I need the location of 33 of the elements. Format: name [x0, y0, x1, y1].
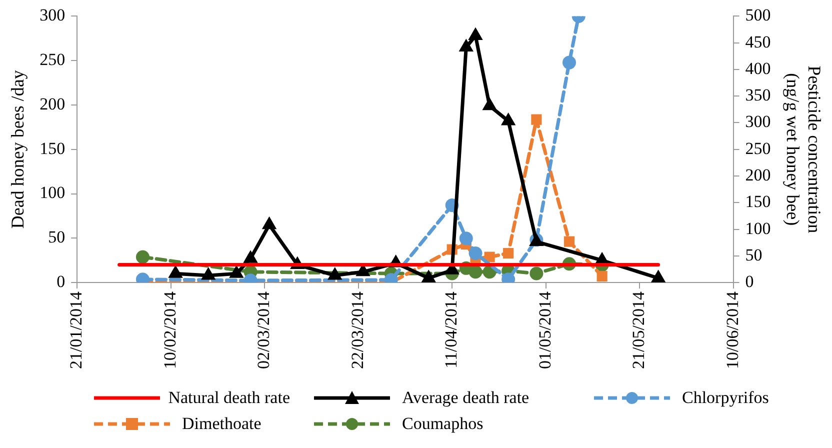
x-tick-label: 10/06/2014: [722, 291, 742, 370]
y-tick-label: 200: [40, 94, 66, 114]
y2-tick-label: 0: [745, 272, 754, 292]
x-tick-label: 22/03/2014: [348, 291, 367, 370]
legend-label: Coumaphos: [402, 414, 484, 434]
legend-label: Dimethoate: [182, 414, 262, 434]
x-tick-label: 11/04/2014: [442, 291, 461, 368]
x-tick-label: 21/05/2014: [629, 291, 648, 370]
legend-label: Average death rate: [402, 388, 530, 408]
legend-label: Natural death rate: [168, 388, 290, 408]
y-tick-label: 50: [48, 228, 66, 247]
y-tick-label: 0: [56, 272, 66, 292]
y-tick-label: 250: [40, 50, 66, 70]
y-tick-label: 100: [40, 183, 66, 202]
x-tick-label: 21/01/2014: [66, 291, 86, 370]
y2-tick-label: 300: [745, 112, 771, 132]
y2-tick-label: 400: [745, 58, 771, 78]
y2-tick-label: 200: [745, 165, 771, 184]
y2-tick-label: 150: [745, 192, 771, 212]
y2-axis-title: Pesticide concentration (ng/g wet honey bee): [782, 66, 824, 234]
y2-tick-label: 350: [745, 86, 771, 105]
y2-tick-label: 250: [745, 138, 771, 158]
y-axis-title: Dead honey bees /day: [8, 70, 28, 229]
y-tick-label: 300: [40, 6, 66, 25]
y2-tick-label: 500: [745, 6, 771, 25]
legend-label: Chlorpyrifos: [682, 388, 769, 408]
y-tick-label: 150: [40, 138, 66, 158]
x-tick-label: 01/05/2014: [535, 291, 554, 370]
y2-tick-label: 450: [745, 32, 771, 52]
x-tick-label: 02/03/2014: [254, 291, 274, 370]
x-tick-label: 10/02/2014: [160, 291, 180, 370]
y2-tick-label: 100: [745, 218, 771, 238]
y2-tick-label: 50: [745, 245, 762, 264]
